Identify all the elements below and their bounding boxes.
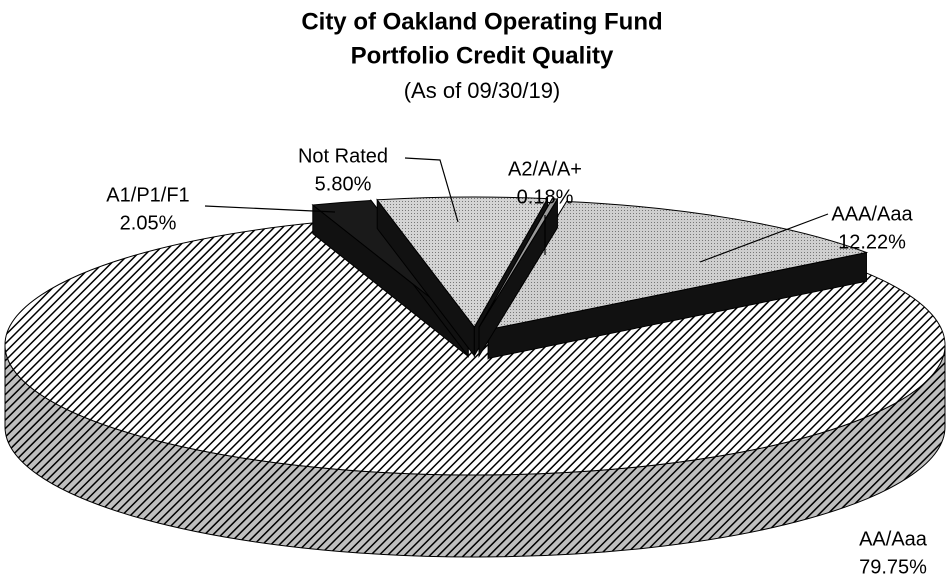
leader-line xyxy=(699,213,829,263)
slice-label: A1/P1/F1 xyxy=(106,184,189,206)
leader-line xyxy=(204,205,336,213)
slice xyxy=(478,198,559,328)
slice xyxy=(487,200,869,331)
value-label: 5.80% xyxy=(315,173,372,195)
value-label: 79.75% xyxy=(859,556,927,578)
slice-label: A2/A/A+ xyxy=(508,158,582,180)
value-label: 2.05% xyxy=(120,212,177,234)
chart-subtitle: (As of 09/30/19) xyxy=(404,78,561,103)
leader-line xyxy=(404,157,459,223)
slice-label: Not Rated xyxy=(298,145,388,167)
slice-label: AAA/Aaa xyxy=(831,203,913,225)
value-label: 12.22% xyxy=(838,231,906,253)
chart-title: Portfolio Credit Quality xyxy=(351,42,614,69)
value-label: 0.18% xyxy=(517,186,574,208)
slice-label: AA/Aaa xyxy=(859,528,928,550)
chart-title: City of Oakland Operating Fund xyxy=(301,8,662,35)
slice xyxy=(376,196,549,328)
slice-side-shade xyxy=(5,345,945,557)
